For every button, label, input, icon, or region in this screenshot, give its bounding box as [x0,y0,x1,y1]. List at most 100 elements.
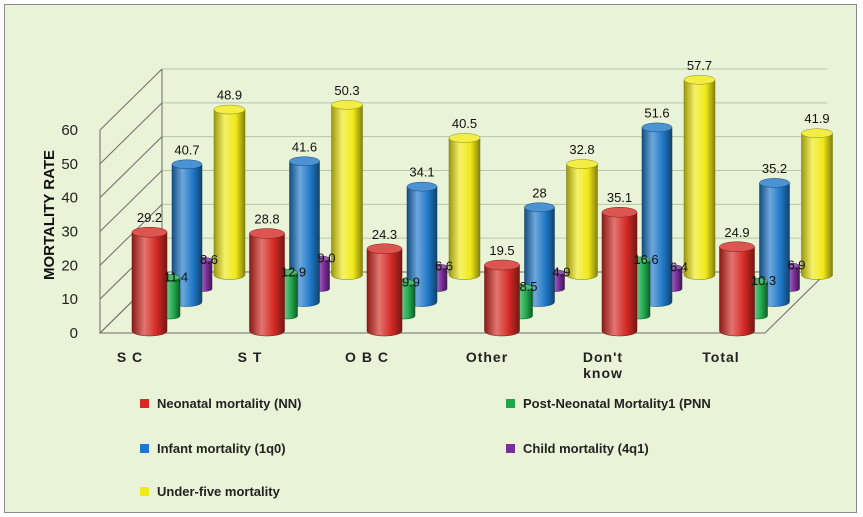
data-label: 41.6 [292,139,317,154]
chart-axes: 0 10 20 30 40 50 60 [61,68,829,342]
data-label: 28 [532,185,546,200]
data-label: 32.8 [569,142,594,157]
data-label: 11.4 [164,269,188,284]
data-label: 10.3 [751,273,776,288]
bar-cap [683,75,716,85]
x-tick-label: Other [466,349,508,365]
bar-0-3 [484,259,520,337]
bar-body [683,79,716,280]
data-label: 35.2 [762,161,787,176]
data-label: 16.6 [633,252,658,267]
bar-body [366,248,403,337]
data-label: 12.9 [281,264,306,279]
y-tick-label: 10 [61,291,78,308]
data-label: 29.2 [137,210,162,225]
bar-body [601,211,638,337]
y-tick-label: 40 [61,190,78,207]
bar-cap [289,156,320,167]
legend-item-post-neonatal: Post-Neonatal Mortality1 (PNN [506,396,711,411]
y-tick-label: 60 [61,122,78,139]
bar-4-1 [331,100,363,280]
bar-cap [331,100,363,110]
x-tick-label: O B C [345,349,389,365]
legend-label: Neonatal mortality (NN) [157,396,302,411]
chart-svg: 0 10 20 30 40 50 60 48.9 50.3 40.5 32.8 57.7 41.9 8.… [41,58,833,381]
data-label: 51.6 [644,105,669,120]
bar-0-2 [366,243,403,337]
bar-body [566,163,598,280]
legend-swatch [506,399,515,408]
data-label: 57.7 [687,58,712,73]
y-tick-label: 30 [61,224,78,241]
x-tick-label: Don't [583,349,623,365]
bar-cap [213,104,246,115]
bar-cap [801,128,833,138]
data-label: 6.4 [670,259,688,274]
bar-body [213,109,246,280]
bar-cap [406,181,438,192]
bar-cap [366,243,403,255]
y-tick-label: 50 [61,156,78,173]
bar-0-5 [719,241,755,337]
grid-line-depth [99,170,163,232]
y-axis-label: MORTALITY RATE [41,150,58,280]
bar-body [719,246,755,337]
bar-cap [759,178,790,188]
legend-item-infant: Infant mortality (1q0) [140,441,286,456]
legend-swatch [140,444,149,453]
y-tick-label: 0 [70,325,78,342]
data-label: 9.9 [402,275,420,290]
data-label: 8.6 [200,252,218,267]
legend-swatch [140,399,149,408]
bar-body [131,231,168,337]
data-label: 6.6 [435,259,453,274]
grid-line-depth [99,68,163,131]
bar-4-3 [566,159,598,280]
bar-4-4 [683,75,716,280]
bar-cap [524,202,555,213]
bar-cap [601,206,638,218]
bar-2-5 [759,178,790,307]
bar-4-5 [801,128,833,280]
bar-cap [448,133,481,143]
data-label: 34.1 [409,165,434,180]
x-tick-label: Total [702,349,739,365]
grid-line-depth [99,136,163,199]
legend-label: Child mortality (4q1) [523,441,649,456]
bar-0-0 [131,226,168,337]
chart-frame: 0 10 20 30 40 50 60 48.9 50.3 40.5 32.8 57.7 41.9 8.… [4,4,857,513]
bar-body [484,264,520,337]
data-label: 50.3 [334,83,359,98]
bar-cap [249,228,285,239]
x-tick-label: know [583,365,623,381]
bar-body [801,132,833,280]
bar-2-3 [524,202,555,307]
data-label: 9.0 [317,251,335,266]
legend-label: Post-Neonatal Mortality1 (PNN [523,396,711,411]
y-tick-label: 20 [61,257,78,274]
bar-cap [566,159,598,169]
bar-0-4 [601,206,638,337]
data-label: 40.7 [174,142,199,157]
legend-item-child: Child mortality (4q1) [506,441,649,456]
bar-cap [641,122,673,133]
data-label: 41.9 [804,111,829,126]
bar-cap [171,159,203,170]
legend-label: Infant mortality (1q0) [157,441,286,456]
x-tick-label: S T [238,349,263,365]
legend-item-under-five: Under-five mortality [140,484,280,499]
data-label: 4.9 [552,264,570,279]
grid-line-depth [99,203,163,266]
data-label: 48.9 [217,88,242,103]
grid-line-depth [99,102,163,165]
bar-cap [719,241,755,253]
legend-item-neonatal: Neonatal mortality (NN) [140,396,301,411]
data-label: 6.9 [787,258,805,273]
data-label: 35.1 [607,190,632,205]
legend-label: Under-five mortality [157,484,280,499]
data-label: 40.5 [452,116,477,131]
data-label: 24.3 [372,227,397,242]
data-label: 19.5 [489,243,514,258]
chart-labels: 48.9 50.3 40.5 32.8 57.7 41.9 8.6 9.0 6.6 4.9 6.4 6… [117,58,830,381]
data-label: 28.8 [254,212,279,227]
